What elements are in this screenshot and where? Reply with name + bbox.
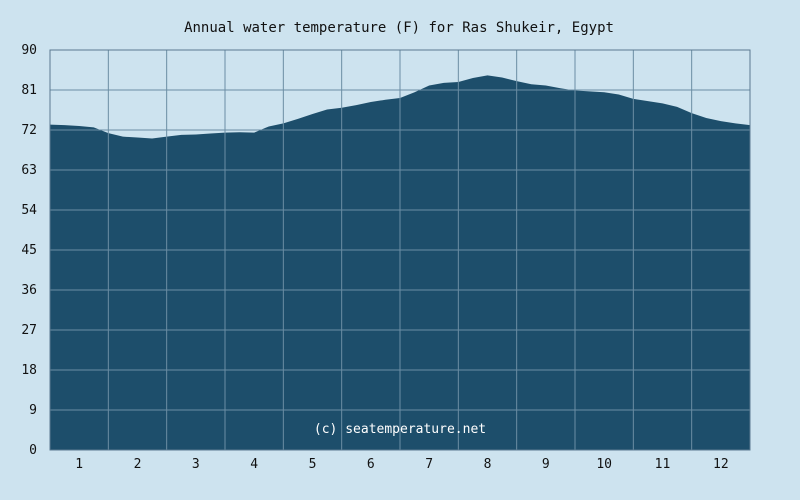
y-tick-label: 72 <box>21 123 37 138</box>
grid-lines <box>50 49 750 451</box>
x-tick-label: 11 <box>655 457 671 472</box>
x-tick-label: 9 <box>542 457 550 472</box>
x-tick-label: 7 <box>425 457 433 472</box>
y-tick-label: 9 <box>29 403 37 418</box>
chart-title: Annual water temperature (F) for Ras Shu… <box>184 20 614 36</box>
y-tick-label: 63 <box>21 163 37 178</box>
y-axis-ticks: 0 9 18 27 36 45 54 63 72 81 90 <box>21 43 37 458</box>
y-tick-label: 81 <box>21 83 37 98</box>
y-tick-label: 54 <box>21 203 37 218</box>
y-tick-label: 45 <box>21 243 37 258</box>
x-tick-label: 8 <box>484 457 492 472</box>
y-tick-label: 0 <box>29 443 37 458</box>
x-tick-label: 1 <box>75 457 83 472</box>
credit-text: (c) seatemperature.net <box>314 422 486 437</box>
x-axis-ticks: 1 2 3 4 5 6 7 8 9 10 11 12 <box>75 457 728 472</box>
x-tick-label: 6 <box>367 457 375 472</box>
x-tick-label: 3 <box>192 457 200 472</box>
x-tick-label: 5 <box>309 457 317 472</box>
x-tick-label: 4 <box>250 457 258 472</box>
y-tick-label: 27 <box>21 323 37 338</box>
plot-frame <box>49 49 751 451</box>
x-tick-label: 2 <box>134 457 142 472</box>
y-tick-label: 18 <box>21 363 37 378</box>
y-tick-label: 90 <box>21 43 37 58</box>
x-tick-label: 10 <box>596 457 612 472</box>
y-tick-label: 36 <box>21 283 37 298</box>
x-tick-label: 12 <box>713 457 729 472</box>
